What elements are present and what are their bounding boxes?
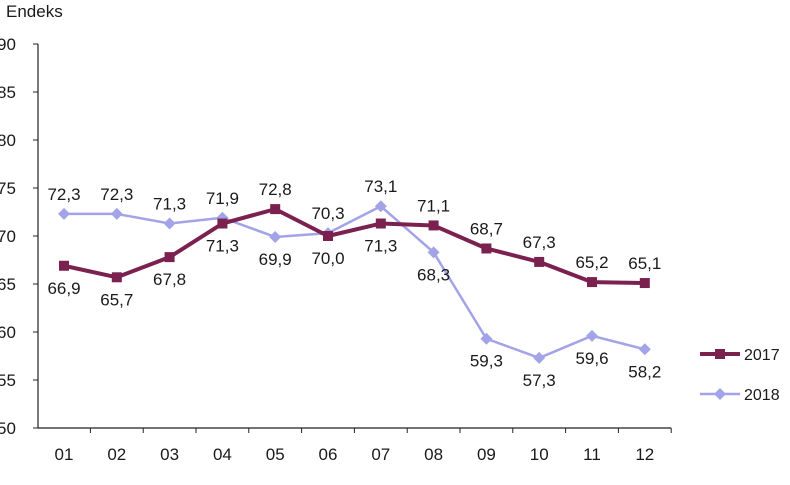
data-point-2017 xyxy=(587,277,597,288)
y-axis-label: Endeks xyxy=(6,2,63,21)
data-point-2017 xyxy=(375,218,386,229)
data-label-2017: 71,3 xyxy=(206,237,239,256)
data-point-2017 xyxy=(217,218,228,229)
y-tick-label: 65 xyxy=(0,275,16,294)
data-label-2018: 72,3 xyxy=(47,185,80,204)
data-label-2017: 68,7 xyxy=(470,219,503,238)
axes: 90 85 80 75 70 65 60 55 50 01 02 03 04 05 06 07 08 09 10 11… xyxy=(0,35,672,464)
y-tick-label: 90 xyxy=(0,35,16,54)
data-label-2017: 70,0 xyxy=(311,249,344,268)
data-point-2018 xyxy=(638,343,651,356)
data-label-2018: 70,3 xyxy=(311,204,344,223)
data-point-2017 xyxy=(534,256,545,267)
data-point-2017 xyxy=(428,220,439,231)
x-tick-label: 06 xyxy=(319,445,338,464)
data-label-2017: 65,2 xyxy=(575,253,608,272)
y-tick-label: 60 xyxy=(0,323,16,342)
data-label-2017: 72,8 xyxy=(259,180,292,199)
data-point-2017 xyxy=(323,231,333,241)
data-label-2018: 68,3 xyxy=(417,265,450,284)
data-label-2018: 59,3 xyxy=(470,352,503,371)
data-label-2017: 71,3 xyxy=(364,237,397,256)
x-tick-label: 07 xyxy=(371,445,390,464)
data-point-2017 xyxy=(481,243,492,254)
x-tick-label: 12 xyxy=(635,445,654,464)
x-tick-label: 08 xyxy=(424,445,443,464)
data-label-2018: 73,1 xyxy=(364,177,397,196)
data-label-2018: 59,6 xyxy=(575,349,608,368)
x-tick-label: 09 xyxy=(477,445,496,464)
data-label-2017: 65,7 xyxy=(100,290,133,309)
data-point-2018 xyxy=(427,246,440,259)
data-point-2018 xyxy=(163,217,176,230)
series-line-2017 xyxy=(63,207,645,286)
data-point-2017 xyxy=(59,260,69,271)
data-labels: 66,9 72,3 65,7 72,3 67,8 71,3 71,3 71,9 72,8 69,9… xyxy=(47,177,661,390)
data-label-2018: 57,3 xyxy=(523,371,556,390)
series-lines xyxy=(58,200,651,364)
x-tick-label: 05 xyxy=(266,445,285,464)
data-label-2018: 71,3 xyxy=(153,195,186,214)
legend-marker-2017 xyxy=(715,349,725,359)
data-label-2017: 67,3 xyxy=(523,233,556,252)
x-tick-label: 02 xyxy=(107,445,126,464)
x-tick-label: 10 xyxy=(530,445,549,464)
x-tick-label: 01 xyxy=(55,445,74,464)
data-point-2017 xyxy=(270,204,281,215)
data-label-2018: 72,3 xyxy=(100,185,133,204)
data-label-2018: 71,9 xyxy=(206,189,239,208)
data-point-2017 xyxy=(164,252,175,263)
y-tick-label: 75 xyxy=(0,179,16,198)
data-label-2017: 71,1 xyxy=(417,196,450,215)
data-label-2018: 58,2 xyxy=(628,362,661,381)
data-label-2017: 67,8 xyxy=(153,270,186,289)
data-point-2018 xyxy=(586,329,598,342)
legend-label-2017: 2017 xyxy=(744,347,780,364)
data-label-2018: 69,9 xyxy=(259,250,292,269)
data-point-2017 xyxy=(639,278,650,289)
data-point-2017 xyxy=(111,272,122,283)
x-tick-label: 11 xyxy=(583,445,601,464)
series-line-2018 xyxy=(64,204,646,360)
y-tick-label: 50 xyxy=(0,419,16,438)
x-tick-label: 04 xyxy=(213,445,232,464)
legend-marker-2018 xyxy=(714,388,726,400)
y-tick-label: 80 xyxy=(0,131,16,150)
y-tick-label: 85 xyxy=(0,83,16,102)
data-point-2018 xyxy=(533,351,546,364)
y-tick-label: 70 xyxy=(0,227,16,246)
y-tick-label: 55 xyxy=(0,371,16,390)
data-point-2018 xyxy=(269,230,282,243)
x-tick-label: 03 xyxy=(160,445,179,464)
data-label-2017: 66,9 xyxy=(47,279,80,298)
data-point-2018 xyxy=(110,207,123,220)
data-label-2017: 65,1 xyxy=(628,254,661,273)
legend-label-2018: 2018 xyxy=(744,387,780,404)
legend: 2017 2018 xyxy=(700,347,780,404)
data-point-2018 xyxy=(480,332,493,345)
data-point-2018 xyxy=(58,207,70,220)
data-point-2018 xyxy=(374,200,387,213)
